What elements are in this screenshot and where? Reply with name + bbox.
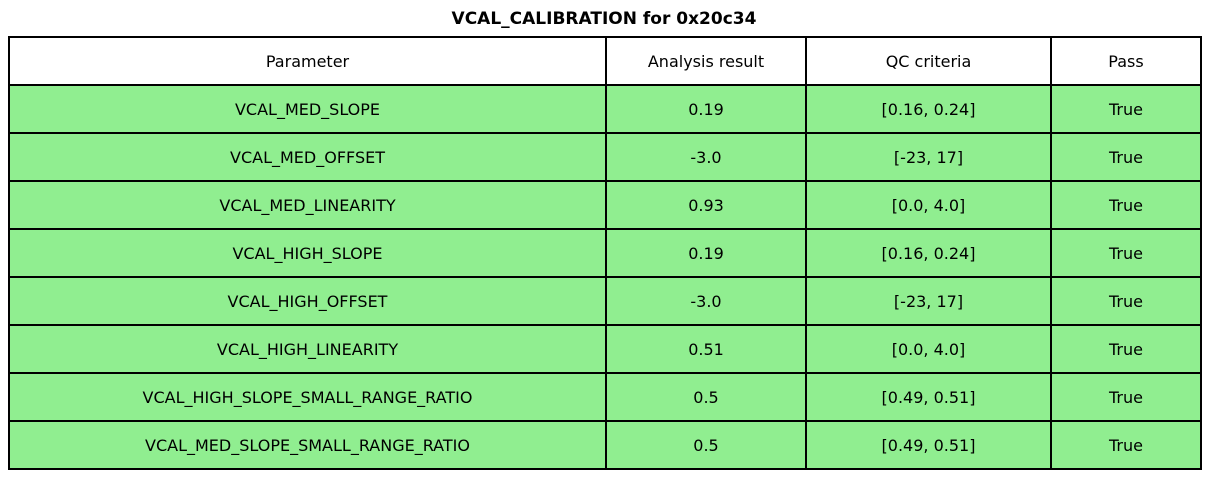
cell-parameter: VCAL_MED_LINEARITY	[8, 180, 607, 230]
cell-qc-criteria: [0.0, 4.0]	[805, 324, 1052, 374]
table-row: VCAL_MED_SLOPE_SMALL_RANGE_RATIO 0.5 [0.…	[8, 420, 1202, 470]
cell-parameter: VCAL_HIGH_LINEARITY	[8, 324, 607, 374]
table-row: VCAL_MED_OFFSET -3.0 [-23, 17] True	[8, 132, 1202, 182]
table-row: VCAL_HIGH_SLOPE 0.19 [0.16, 0.24] True	[8, 228, 1202, 278]
cell-qc-criteria: [0.49, 0.51]	[805, 372, 1052, 422]
table-body: VCAL_MED_SLOPE 0.19 [0.16, 0.24] True VC…	[8, 84, 1202, 470]
column-header-parameter: Parameter	[8, 36, 607, 86]
cell-analysis-result: 0.5	[605, 420, 807, 470]
cell-parameter: VCAL_HIGH_SLOPE	[8, 228, 607, 278]
qc-results-table: Parameter Analysis result QC criteria Pa…	[8, 36, 1202, 470]
cell-qc-criteria: [-23, 17]	[805, 132, 1052, 182]
table-row: VCAL_HIGH_OFFSET -3.0 [-23, 17] True	[8, 276, 1202, 326]
table-row: VCAL_HIGH_SLOPE_SMALL_RANGE_RATIO 0.5 [0…	[8, 372, 1202, 422]
cell-pass: True	[1050, 276, 1202, 326]
table-header: Parameter Analysis result QC criteria Pa…	[8, 36, 1202, 86]
cell-parameter: VCAL_HIGH_OFFSET	[8, 276, 607, 326]
cell-pass: True	[1050, 372, 1202, 422]
cell-pass: True	[1050, 228, 1202, 278]
cell-pass: True	[1050, 420, 1202, 470]
cell-qc-criteria: [0.0, 4.0]	[805, 180, 1052, 230]
column-header-qc-criteria: QC criteria	[805, 36, 1052, 86]
column-header-analysis-result: Analysis result	[605, 36, 807, 86]
cell-parameter: VCAL_HIGH_SLOPE_SMALL_RANGE_RATIO	[8, 372, 607, 422]
cell-qc-criteria: [0.16, 0.24]	[805, 84, 1052, 134]
cell-analysis-result: 0.51	[605, 324, 807, 374]
cell-parameter: VCAL_MED_SLOPE_SMALL_RANGE_RATIO	[8, 420, 607, 470]
cell-pass: True	[1050, 324, 1202, 374]
cell-analysis-result: 0.5	[605, 372, 807, 422]
cell-pass: True	[1050, 180, 1202, 230]
cell-qc-criteria: [-23, 17]	[805, 276, 1052, 326]
cell-qc-criteria: [0.16, 0.24]	[805, 228, 1052, 278]
cell-pass: True	[1050, 132, 1202, 182]
cell-analysis-result: 0.93	[605, 180, 807, 230]
cell-parameter: VCAL_MED_SLOPE	[8, 84, 607, 134]
cell-pass: True	[1050, 84, 1202, 134]
table-row: VCAL_HIGH_LINEARITY 0.51 [0.0, 4.0] True	[8, 324, 1202, 374]
table-row: VCAL_MED_SLOPE 0.19 [0.16, 0.24] True	[8, 84, 1202, 134]
page-title: VCAL_CALIBRATION for 0x20c34	[451, 9, 757, 29]
table-row: VCAL_MED_LINEARITY 0.93 [0.0, 4.0] True	[8, 180, 1202, 230]
cell-parameter: VCAL_MED_OFFSET	[8, 132, 607, 182]
column-header-pass: Pass	[1050, 36, 1202, 86]
cell-qc-criteria: [0.49, 0.51]	[805, 420, 1052, 470]
cell-analysis-result: 0.19	[605, 84, 807, 134]
header-row: Parameter Analysis result QC criteria Pa…	[8, 36, 1202, 86]
cell-analysis-result: 0.19	[605, 228, 807, 278]
cell-analysis-result: -3.0	[605, 132, 807, 182]
cell-analysis-result: -3.0	[605, 276, 807, 326]
